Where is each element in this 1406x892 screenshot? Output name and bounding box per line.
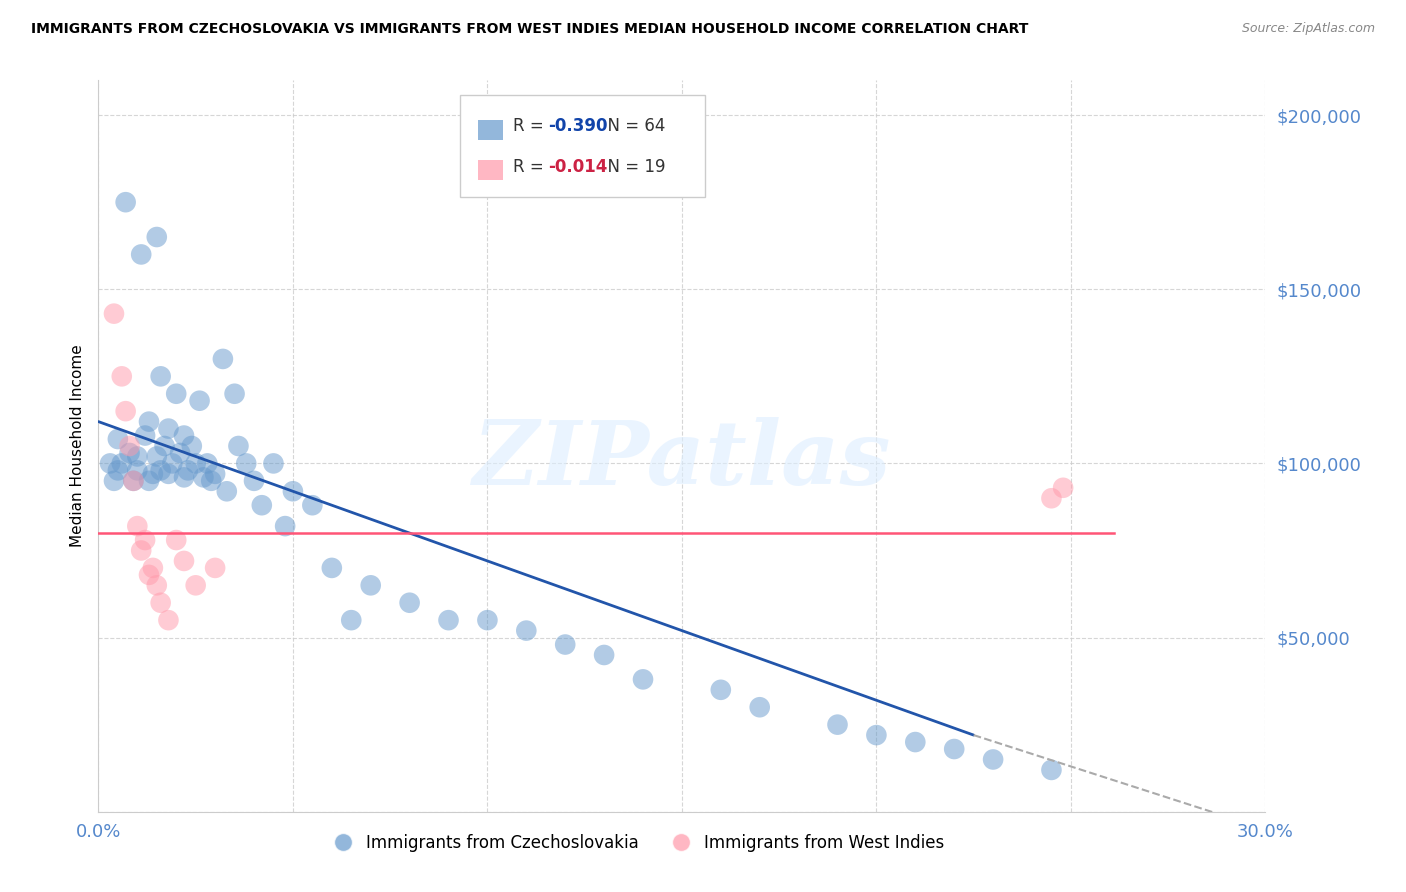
Point bbox=[250, 498, 273, 512]
Point bbox=[118, 439, 141, 453]
FancyBboxPatch shape bbox=[478, 120, 503, 140]
Point bbox=[180, 439, 202, 453]
Point bbox=[127, 519, 149, 533]
Point bbox=[195, 457, 218, 471]
Point bbox=[157, 421, 180, 435]
Text: -0.390: -0.390 bbox=[548, 118, 607, 136]
Point bbox=[114, 195, 136, 210]
Point bbox=[138, 474, 160, 488]
Point bbox=[98, 457, 121, 471]
Point bbox=[904, 735, 927, 749]
Point bbox=[301, 498, 323, 512]
Point bbox=[184, 457, 207, 471]
Point bbox=[114, 404, 136, 418]
Point bbox=[865, 728, 887, 742]
Point bbox=[224, 386, 246, 401]
Point bbox=[340, 613, 363, 627]
Point bbox=[515, 624, 537, 638]
Point bbox=[173, 428, 195, 442]
Point bbox=[107, 463, 129, 477]
Point bbox=[118, 446, 141, 460]
Point bbox=[138, 415, 160, 429]
Point bbox=[748, 700, 770, 714]
Point bbox=[243, 474, 266, 488]
Point bbox=[212, 351, 235, 366]
Point bbox=[193, 470, 215, 484]
Y-axis label: Median Household Income: Median Household Income bbox=[69, 344, 84, 548]
Point bbox=[177, 463, 200, 477]
Point bbox=[173, 470, 195, 484]
Point bbox=[165, 533, 187, 547]
Point bbox=[149, 463, 172, 477]
Point bbox=[398, 596, 420, 610]
Point bbox=[138, 567, 160, 582]
Point bbox=[127, 463, 149, 477]
Point bbox=[554, 638, 576, 652]
Point bbox=[146, 450, 169, 464]
Point bbox=[173, 554, 195, 568]
Text: R =: R = bbox=[513, 118, 548, 136]
Point bbox=[477, 613, 499, 627]
Text: Source: ZipAtlas.com: Source: ZipAtlas.com bbox=[1241, 22, 1375, 36]
Point bbox=[437, 613, 460, 627]
Point bbox=[274, 519, 297, 533]
Point bbox=[1040, 763, 1063, 777]
Point bbox=[149, 596, 172, 610]
Point bbox=[710, 682, 733, 697]
Point bbox=[321, 561, 343, 575]
Point bbox=[129, 543, 152, 558]
Point bbox=[153, 439, 176, 453]
Point bbox=[157, 467, 180, 481]
Point bbox=[129, 247, 152, 261]
Point bbox=[631, 673, 654, 687]
Point bbox=[146, 578, 169, 592]
FancyBboxPatch shape bbox=[478, 160, 503, 180]
Point bbox=[262, 457, 284, 471]
Point bbox=[134, 428, 156, 442]
Point bbox=[200, 474, 222, 488]
Point bbox=[228, 439, 250, 453]
Text: IMMIGRANTS FROM CZECHOSLOVAKIA VS IMMIGRANTS FROM WEST INDIES MEDIAN HOUSEHOLD I: IMMIGRANTS FROM CZECHOSLOVAKIA VS IMMIGR… bbox=[31, 22, 1028, 37]
Point bbox=[593, 648, 616, 662]
Point bbox=[122, 474, 145, 488]
Point bbox=[111, 457, 134, 471]
Point bbox=[204, 561, 226, 575]
Point bbox=[103, 307, 125, 321]
Text: R =: R = bbox=[513, 158, 548, 176]
Point bbox=[1052, 481, 1074, 495]
Text: N = 64: N = 64 bbox=[596, 118, 665, 136]
Point bbox=[157, 613, 180, 627]
Point bbox=[943, 742, 966, 756]
Point bbox=[162, 457, 184, 471]
Legend: Immigrants from Czechoslovakia, Immigrants from West Indies: Immigrants from Czechoslovakia, Immigran… bbox=[319, 827, 950, 858]
Point bbox=[235, 457, 257, 471]
Point bbox=[103, 474, 125, 488]
Point bbox=[165, 386, 187, 401]
Text: ZIPatlas: ZIPatlas bbox=[474, 417, 890, 504]
Text: -0.014: -0.014 bbox=[548, 158, 607, 176]
Point bbox=[142, 561, 165, 575]
Point bbox=[184, 578, 207, 592]
Point bbox=[204, 467, 226, 481]
Point bbox=[215, 484, 238, 499]
Text: N = 19: N = 19 bbox=[596, 158, 665, 176]
Point bbox=[149, 369, 172, 384]
Point bbox=[981, 752, 1004, 766]
Point bbox=[188, 393, 211, 408]
Point bbox=[169, 446, 191, 460]
Point bbox=[111, 369, 134, 384]
Point bbox=[122, 474, 145, 488]
Point bbox=[281, 484, 304, 499]
Point bbox=[142, 467, 165, 481]
Point bbox=[134, 533, 156, 547]
Point bbox=[827, 717, 849, 731]
Point bbox=[127, 450, 149, 464]
Point bbox=[107, 432, 129, 446]
FancyBboxPatch shape bbox=[460, 95, 706, 197]
Point bbox=[146, 230, 169, 244]
Point bbox=[360, 578, 382, 592]
Point bbox=[1040, 491, 1063, 506]
